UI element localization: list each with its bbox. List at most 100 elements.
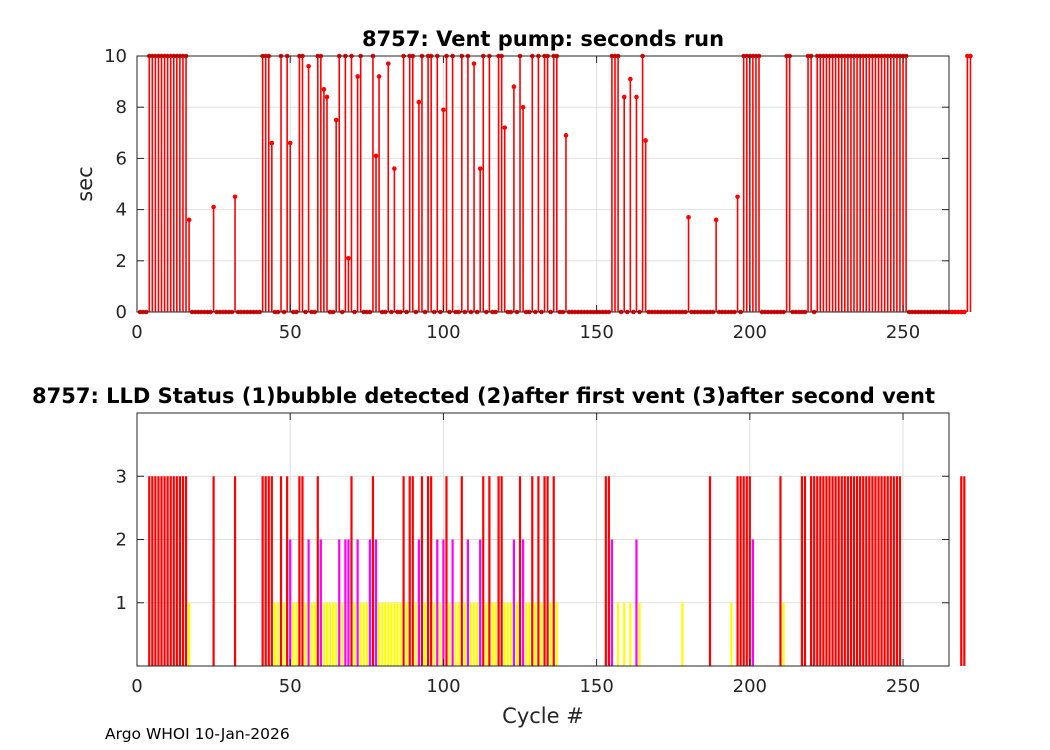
status-bar (359, 602, 362, 666)
status-bar (512, 539, 515, 666)
x-tick-label: 100 (426, 322, 460, 343)
status-bar (295, 602, 298, 666)
stem-point (232, 194, 238, 200)
status-bar (546, 476, 549, 666)
status-bar (154, 476, 157, 666)
status-bar (500, 476, 503, 666)
stem-point (962, 309, 967, 315)
status-bar (426, 476, 430, 666)
status-bar (488, 476, 491, 666)
stem-point (735, 194, 740, 200)
status-bar (892, 476, 895, 666)
status-bar (479, 539, 482, 666)
status-bar (865, 476, 868, 666)
status-bar (322, 602, 326, 666)
status-bar (822, 476, 825, 666)
stem-point (621, 94, 627, 100)
stem-point (306, 63, 311, 69)
status-bar (849, 476, 853, 666)
status-bar (405, 602, 408, 666)
status-bar (540, 602, 543, 666)
x-tick-label: 50 (279, 322, 302, 343)
status-bar (212, 476, 215, 666)
x-tick-label: 0 (131, 676, 142, 697)
status-bar (868, 476, 871, 666)
status-bar (286, 476, 289, 666)
status-bar (267, 476, 270, 666)
status-bar (610, 539, 614, 666)
status-bar (482, 476, 485, 666)
status-bar (301, 476, 304, 666)
status-bar (371, 476, 375, 666)
status-bar (279, 476, 283, 666)
status-bar (463, 602, 466, 666)
status-bar (543, 476, 546, 666)
stem-point (392, 166, 397, 171)
status-bar (390, 602, 393, 666)
status-bar (745, 476, 748, 666)
status-bar (819, 476, 822, 666)
stem-point (287, 140, 293, 146)
stem-point (471, 61, 477, 66)
status-bar (233, 476, 237, 666)
status-bar (270, 476, 273, 666)
bottom-x-axis-label: Cycle # (502, 704, 584, 728)
y-tick-label: 6 (116, 148, 127, 169)
y-tick-label: 8 (116, 97, 127, 118)
status-bar (846, 476, 849, 666)
status-bar (169, 476, 172, 666)
stem-point (269, 140, 275, 146)
status-bar (368, 539, 371, 666)
status-bar (172, 476, 175, 666)
status-bar (555, 602, 558, 666)
status-bar (616, 602, 620, 666)
status-bar (840, 476, 843, 666)
status-bar (157, 476, 160, 666)
x-tick-label: 100 (426, 676, 460, 697)
top-y-axis-label: sec (73, 166, 97, 201)
status-bar (304, 602, 307, 666)
y-tick-label: 1 (116, 593, 127, 614)
stem-point (416, 99, 422, 105)
status-bar (528, 602, 531, 666)
status-bar (310, 602, 313, 666)
stem-point (502, 125, 507, 130)
status-bar (730, 602, 733, 666)
status-bar (681, 602, 684, 666)
status-bar (782, 602, 785, 666)
status-bar (184, 476, 188, 666)
status-bar (739, 476, 742, 666)
status-bar (963, 476, 966, 666)
status-bar (855, 476, 859, 666)
status-bar (534, 602, 537, 666)
x-tick-label: 200 (733, 676, 767, 697)
status-bar (264, 476, 267, 666)
status-bar (509, 602, 512, 666)
status-bar (387, 602, 390, 666)
status-bar (417, 539, 421, 666)
stem-point (686, 214, 691, 220)
status-bar (289, 539, 292, 666)
status-bar (393, 602, 396, 666)
status-bar (525, 602, 528, 666)
stem-point (373, 153, 379, 159)
stem-point (643, 138, 648, 143)
status-bar (328, 602, 332, 666)
status-bar (356, 539, 359, 666)
top-axes: 0 50 100 150 200 250 0 2 4 6 8 10 8757: Vent pump: … (73, 27, 973, 343)
status-bar (497, 476, 500, 666)
bottom-axes-bars (148, 476, 966, 666)
status-bar (273, 602, 276, 666)
status-bar (635, 539, 638, 666)
status-bar (816, 476, 819, 666)
status-bar (843, 476, 846, 666)
status-bar (460, 476, 463, 666)
status-bar (408, 476, 411, 666)
status-bar (871, 476, 874, 666)
status-bar (779, 476, 782, 666)
top-axes-stems (137, 53, 973, 315)
status-bar (895, 476, 899, 666)
status-bar (396, 602, 399, 666)
top-chart-title: 8757: Vent pump: seconds run (362, 27, 724, 51)
status-bar (430, 476, 433, 666)
